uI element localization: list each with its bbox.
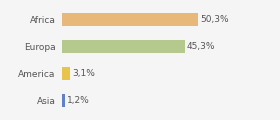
Bar xyxy=(62,94,65,107)
Bar xyxy=(62,40,185,53)
Text: 1,2%: 1,2% xyxy=(67,96,90,105)
Text: 3,1%: 3,1% xyxy=(72,69,95,78)
Text: 45,3%: 45,3% xyxy=(187,42,215,51)
Bar xyxy=(62,13,198,26)
Text: 50,3%: 50,3% xyxy=(200,15,229,24)
Bar xyxy=(62,67,70,80)
